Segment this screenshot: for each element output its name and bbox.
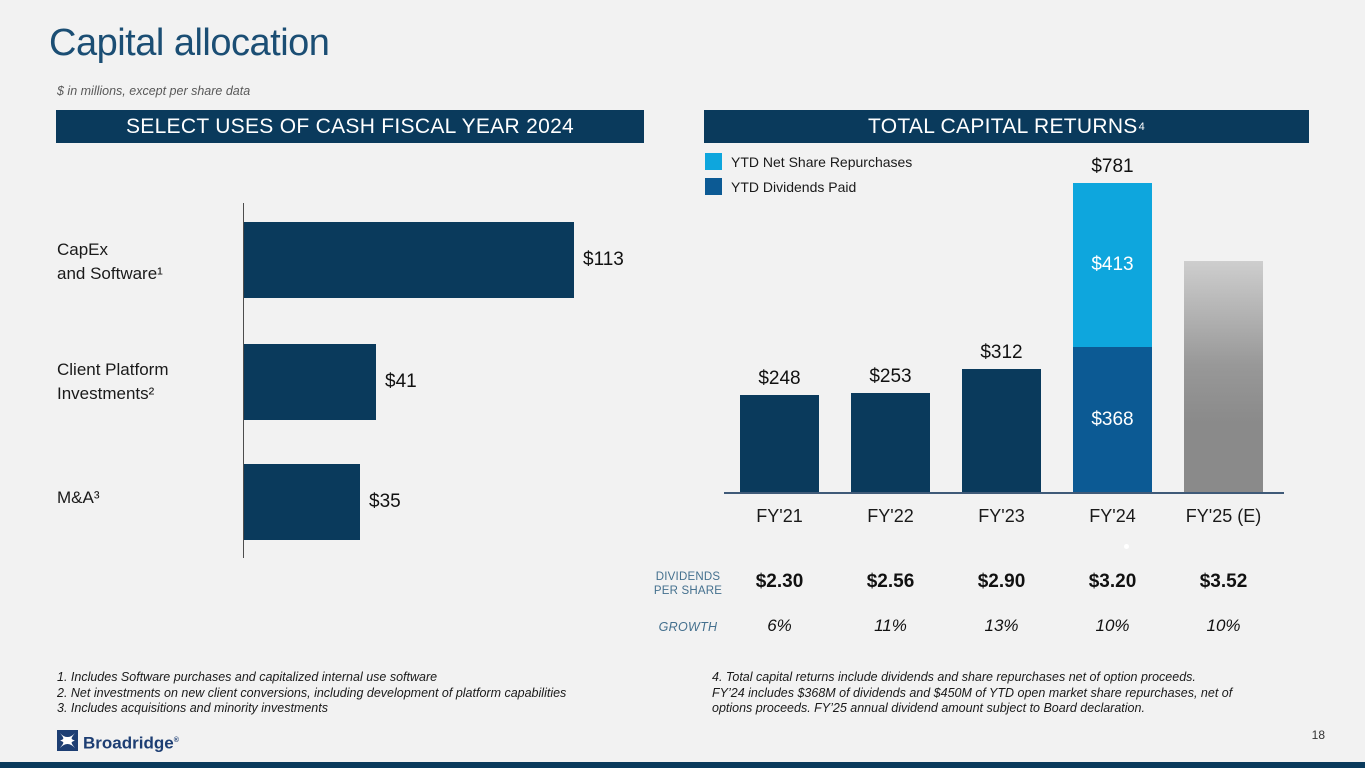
left-chart-category-label: Client Platform Investments² xyxy=(57,358,235,406)
right-chart-total-label: $781 xyxy=(1091,156,1134,177)
right-chart-bar-repurchases xyxy=(1073,183,1152,347)
left-chart-value-label: $35 xyxy=(369,491,401,512)
right-chart-total-label: $248 xyxy=(758,368,801,389)
right-chart-category-label: FY'21 xyxy=(756,506,803,526)
right-chart-category-label: FY'23 xyxy=(978,506,1025,526)
growth-row-label: GROWTH xyxy=(658,620,718,634)
broadridge-logo: Broadridge® xyxy=(57,730,179,754)
right-chart-total-label: $253 xyxy=(869,366,912,387)
legend-label-repurchases: YTD Net Share Repurchases xyxy=(731,153,913,170)
units-note: $ in millions, except per share data xyxy=(57,84,251,98)
right-chart-baseline xyxy=(724,492,1284,494)
growth-value: 10% xyxy=(1095,616,1130,635)
left-section-header: SELECT USES OF CASH FISCAL YEAR 2024 xyxy=(56,110,644,143)
left-chart-category-line: CapEx xyxy=(57,240,109,259)
legend-swatch-repurchases-icon xyxy=(705,153,722,170)
dividends-per-share-row-label: DIVIDENDS PER SHARE xyxy=(653,571,723,597)
white-dot xyxy=(1124,544,1129,549)
right-chart-bar-dividends xyxy=(851,393,930,493)
left-chart-bar xyxy=(244,344,376,420)
registered-mark: ® xyxy=(173,737,179,744)
footnote-line: 3. Includes acquisitions and minority in… xyxy=(57,701,328,715)
growth-value: 11% xyxy=(874,616,907,635)
footnote-line: 1. Includes Software purchases and capit… xyxy=(57,670,438,684)
left-chart-category-line: Investments² xyxy=(57,384,155,403)
footnote-line: 4. Total capital returns include dividen… xyxy=(712,670,1196,684)
legend-item-repurchases: YTD Net Share Repurchases xyxy=(705,153,912,170)
left-chart-category-label: M&A³ xyxy=(57,486,235,510)
dividends-per-share-value: $3.52 xyxy=(1199,571,1248,592)
page-title: Capital allocation xyxy=(49,22,330,64)
footnote-line: FY’24 includes $368M of dividends and $4… xyxy=(712,685,1233,700)
page-number: 18 xyxy=(1311,728,1325,742)
right-chart-bar-dividends xyxy=(1073,347,1152,493)
left-chart-category-line: Client Platform xyxy=(57,360,169,379)
growth-value: 13% xyxy=(984,616,1019,635)
right-chart-bar-estimate xyxy=(1184,261,1263,493)
dividends-per-share-value: $2.30 xyxy=(755,571,804,592)
left-chart-bar xyxy=(244,222,574,298)
growth-value: 10% xyxy=(1206,616,1241,635)
left-section-header-text: SELECT USES OF CASH FISCAL YEAR 2024 xyxy=(125,114,575,138)
dividends-per-share-value: $2.56 xyxy=(866,571,915,592)
left-chart-category-line: and Software¹ xyxy=(57,264,163,283)
right-chart-category-label: FY'25 (E) xyxy=(1185,506,1262,526)
legend-swatch-dividends-icon xyxy=(705,178,722,195)
legend-label-dividends: YTD Dividends Paid xyxy=(731,178,857,195)
left-chart-category-line: M&A³ xyxy=(57,488,100,507)
right-chart-category-label: FY'22 xyxy=(867,506,914,526)
left-chart-category-label: CapEx and Software¹ xyxy=(57,238,235,286)
footer-bar xyxy=(0,762,1365,768)
right-chart-category-label: FY'24 xyxy=(1089,506,1136,526)
right-chart-segment-label-repurchases: $413 xyxy=(1091,254,1134,275)
right-chart-segment-label-dividends: $368 xyxy=(1091,409,1134,430)
dividends-per-share-value: $2.90 xyxy=(977,571,1026,592)
right-section-header-text: TOTAL CAPITAL RETURNS xyxy=(867,114,1138,138)
left-chart-value-label: $113 xyxy=(583,249,624,270)
footnote-right: 4. Total capital returns include dividen… xyxy=(712,670,1297,717)
left-chart-bar xyxy=(244,464,360,540)
left-chart-axis xyxy=(243,203,244,558)
right-chart-bar-dividends xyxy=(740,395,819,493)
right-chart-total-label: $312 xyxy=(980,342,1023,363)
growth-value: 6% xyxy=(767,616,792,635)
footnote-line: options proceeds. FY’25 annual dividend … xyxy=(712,701,1145,715)
footnotes-left: 1. Includes Software purchases and capit… xyxy=(57,670,657,717)
dividends-per-share-value: $3.20 xyxy=(1088,571,1137,592)
right-chart-bar-dividends xyxy=(962,369,1041,493)
right-section-header: TOTAL CAPITAL RETURNS 4 xyxy=(704,110,1309,143)
legend-item-dividends: YTD Dividends Paid xyxy=(705,178,856,195)
broadridge-logo-icon xyxy=(57,730,78,751)
footnote-line: 2. Net investments on new client convers… xyxy=(57,685,567,700)
broadridge-logo-text: Broadridge® xyxy=(83,733,179,753)
left-chart-value-label: $41 xyxy=(385,371,417,392)
